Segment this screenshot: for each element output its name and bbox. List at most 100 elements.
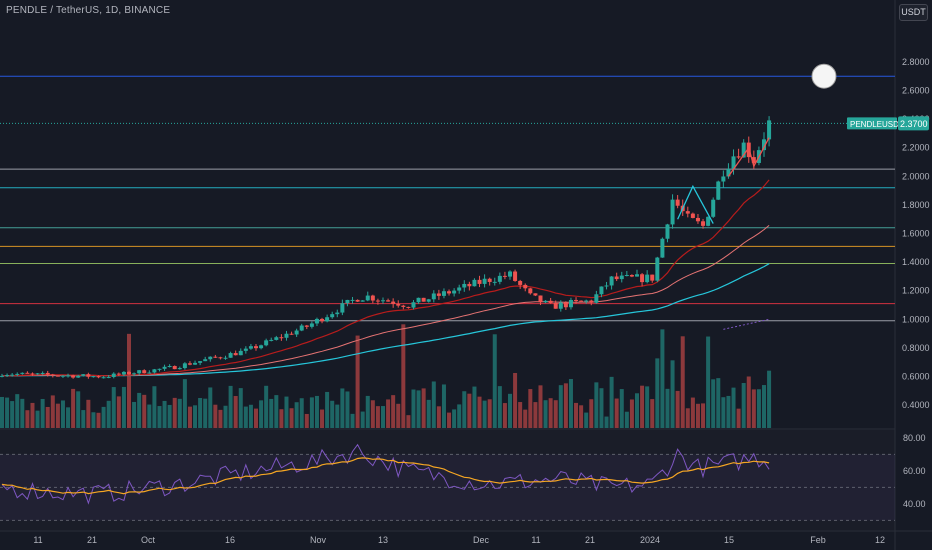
candle-body — [650, 274, 655, 281]
candle-body — [421, 297, 426, 302]
volume-bar — [269, 398, 274, 428]
candle-body — [0, 375, 4, 377]
candle-body — [187, 363, 192, 365]
volume-bar — [381, 406, 385, 428]
volume-bar — [523, 409, 528, 428]
candle-body — [523, 284, 528, 289]
candle-body — [589, 300, 594, 303]
candle-body — [518, 280, 523, 285]
volume-bar — [568, 379, 573, 428]
volume-bar — [223, 405, 228, 428]
rsi-tick: 80.00 — [903, 433, 926, 443]
candle-body — [55, 375, 60, 377]
volume-bar — [619, 389, 624, 428]
price-tick: 1.0000 — [902, 314, 930, 324]
volume-bar — [279, 409, 284, 428]
candle-body — [254, 346, 258, 349]
candle-body — [91, 376, 96, 378]
volume-bar — [706, 336, 711, 428]
volume-bar — [132, 401, 137, 428]
last-price-tag — [898, 116, 929, 131]
time-tick: 15 — [724, 535, 734, 545]
volume-bar — [203, 398, 208, 428]
candle-body — [604, 285, 609, 287]
rsi-tick: 60.00 — [903, 466, 926, 476]
candle-body — [127, 371, 131, 375]
candle-body — [330, 314, 335, 318]
candle-body — [320, 318, 325, 322]
time-tick: 13 — [378, 535, 388, 545]
symbol-tag-text: PENDLEUSDT — [850, 120, 904, 129]
candle-body — [447, 291, 452, 294]
volume-bar — [106, 400, 111, 428]
candle-body — [71, 375, 76, 378]
time-tick: 16 — [225, 535, 235, 545]
candle-body — [5, 375, 10, 377]
candle-body — [375, 300, 380, 302]
volume-bar — [238, 388, 243, 428]
candle-body — [40, 372, 45, 374]
candle-body — [314, 318, 319, 324]
volume-bar — [497, 386, 502, 428]
volume-bar — [360, 411, 365, 428]
candle-body — [599, 286, 604, 295]
candle-body — [198, 361, 203, 363]
candle-body — [279, 337, 284, 339]
volume-bar — [60, 400, 65, 428]
volume-bar — [243, 406, 248, 428]
volume-bar — [127, 333, 131, 428]
volume-bar — [370, 400, 375, 428]
candle-body — [416, 297, 421, 303]
candle-body — [299, 325, 304, 331]
candle-body — [436, 293, 441, 296]
volume-bar — [462, 391, 467, 428]
volume-bar — [142, 394, 147, 428]
candle-body — [482, 278, 487, 284]
time-tick: 21 — [87, 535, 97, 545]
volume-bar — [660, 329, 665, 428]
volume-bar — [614, 398, 619, 428]
candle-body — [660, 238, 665, 258]
volume-bar — [345, 391, 350, 428]
candle-body — [172, 366, 177, 370]
volume-bar — [81, 410, 86, 428]
candle-body — [101, 377, 106, 379]
volume-bar — [254, 408, 258, 428]
currency-button[interactable]: USDT — [899, 4, 928, 21]
candle-body — [655, 257, 660, 281]
candle-body — [309, 323, 314, 327]
candle-body — [548, 300, 553, 303]
volume-bar — [304, 413, 309, 428]
volume-bar — [182, 379, 187, 428]
volume-bar — [35, 410, 40, 428]
volume-bar — [187, 406, 192, 428]
candle-body — [162, 366, 167, 369]
candle-body — [706, 216, 711, 226]
volume-bar — [10, 401, 15, 428]
candle-body — [492, 281, 497, 283]
volume-bar — [767, 370, 772, 428]
candle-body — [142, 370, 147, 374]
candle-body — [259, 345, 264, 349]
volume-bar — [756, 389, 761, 428]
volume-bar — [111, 387, 116, 428]
volume-bar — [452, 409, 457, 428]
candle-body — [609, 276, 614, 286]
candle-body — [762, 139, 766, 151]
volume-bar — [350, 413, 355, 428]
candle-body — [411, 302, 416, 308]
volume-bar — [137, 392, 142, 428]
candle-body — [594, 294, 599, 303]
volume-bar — [15, 394, 20, 428]
volume-bar — [76, 391, 81, 428]
volume-bar — [365, 395, 370, 428]
candle-body — [553, 302, 558, 309]
time-tick: 21 — [585, 535, 595, 545]
candle-body — [360, 300, 365, 302]
volume-bar — [594, 382, 599, 428]
rsi-line — [1, 443, 770, 505]
time-tick: Dec — [473, 535, 490, 545]
candle-body — [736, 156, 741, 158]
candle-body — [614, 276, 619, 280]
